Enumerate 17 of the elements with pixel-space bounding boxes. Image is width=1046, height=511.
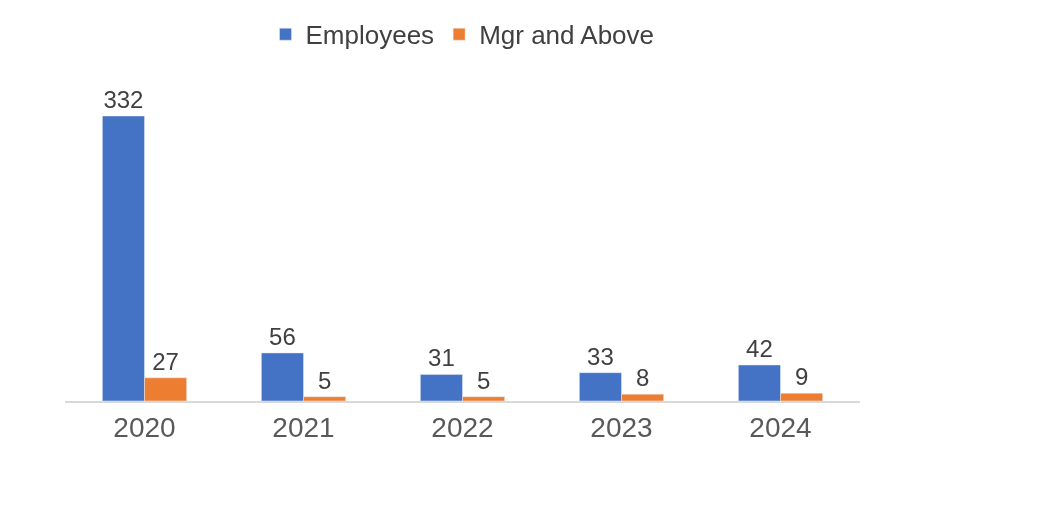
data-label: 56 bbox=[269, 322, 296, 350]
data-label: 5 bbox=[317, 366, 332, 394]
x-tick-label: 2020 bbox=[113, 411, 176, 443]
data-label: 31 bbox=[428, 344, 455, 372]
data-label: 27 bbox=[152, 347, 179, 375]
x-tick-label: 2024 bbox=[749, 411, 812, 443]
data-label: 8 bbox=[635, 364, 650, 392]
data-label: 5 bbox=[476, 366, 491, 394]
legend-label: Mgr and Above bbox=[479, 20, 655, 51]
x-tick-label: 2022 bbox=[431, 411, 494, 443]
data-label: 9 bbox=[794, 363, 809, 391]
data-label: 332 bbox=[103, 86, 144, 113]
data-label: 42 bbox=[746, 334, 773, 362]
legend-label: Employees bbox=[305, 20, 435, 51]
x-tick-label: 2023 bbox=[590, 411, 653, 443]
data-label: 33 bbox=[587, 342, 614, 370]
x-tick-label: 2021 bbox=[272, 411, 335, 443]
